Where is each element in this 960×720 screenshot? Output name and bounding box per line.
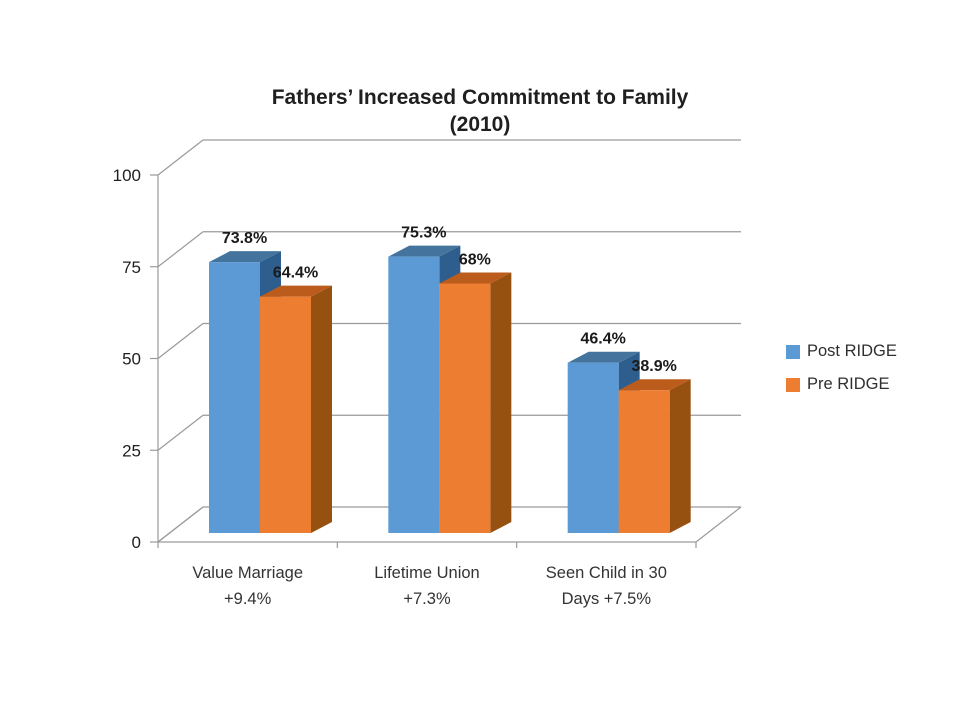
category-label-0-line2: +9.4%	[224, 590, 272, 608]
bar-pre-ridge-0-top	[260, 285, 332, 297]
chart-title: Fathers’ Increased Commitment to Family …	[10, 84, 950, 138]
legend-swatch-pre-ridge-icon	[786, 377, 800, 392]
data-label-pre-ridge-0: 64.4%	[273, 265, 318, 282]
bar-pre-ridge-0-front	[260, 296, 311, 533]
value-axis-label-100: 100	[113, 166, 141, 185]
value-axis-label-75: 75	[122, 258, 141, 277]
bar-pre-ridge-0-side	[311, 285, 332, 533]
bar-post-ridge-0-top	[209, 251, 281, 263]
data-label-post-ridge-1: 75.3%	[401, 225, 446, 242]
bar-pre-ridge-2-side	[669, 379, 691, 533]
bar-post-ridge-2-front	[567, 362, 619, 533]
legend-item-post-ridge: Post RIDGE	[786, 342, 897, 361]
category-label-1-line2: +7.3%	[403, 590, 451, 608]
value-axis-label-25: 25	[122, 441, 141, 460]
bar-pre-ridge-2-front	[618, 390, 670, 533]
gridline-depth-50	[157, 323, 204, 359]
legend-label-post-ridge: Post RIDGE	[807, 342, 897, 360]
legend-item-pre-ridge: Pre RIDGE	[786, 375, 897, 394]
data-label-pre-ridge-1: 68%	[459, 251, 491, 268]
bar-post-ridge-0-front	[209, 262, 260, 533]
bar-pre-ridge-1-front	[439, 283, 491, 533]
category-label-2-line2: Days +7.5%	[562, 590, 652, 608]
gridline-depth-100	[157, 139, 204, 176]
data-label-post-ridge-0: 73.8%	[222, 230, 267, 247]
data-label-pre-ridge-2: 38.9%	[631, 358, 676, 375]
legend-label-pre-ridge: Pre RIDGE	[807, 375, 890, 393]
chart-title-line2: (2010)	[449, 113, 511, 136]
category-label-0-line1: Value Marriage	[192, 564, 303, 582]
legend: Post RIDGE Pre RIDGE	[786, 342, 897, 408]
gridline-depth-75	[157, 231, 204, 268]
bar-pre-ridge-1-top	[439, 272, 512, 284]
category-label-1-line1: Lifetime Union	[374, 564, 479, 582]
data-label-post-ridge-2: 46.4%	[580, 331, 625, 348]
bar-post-ridge-1-top	[388, 245, 461, 257]
bar-pre-ridge-1-side	[490, 272, 512, 533]
value-axis-label-50: 50	[122, 350, 141, 369]
floor-right-edge	[695, 506, 742, 543]
floor-left-edge	[157, 506, 204, 543]
category-label-2-line1: Seen Child in 30	[546, 564, 667, 582]
value-axis-label-0: 0	[132, 533, 141, 552]
bar-post-ridge-1-front	[388, 256, 440, 533]
legend-swatch-post-ridge-icon	[786, 344, 800, 359]
chart-title-line1: Fathers’ Increased Commitment to Family	[271, 86, 689, 109]
bar-pre-ridge-2-top	[618, 379, 691, 391]
gridline-depth-25	[157, 414, 204, 451]
bar-post-ridge-2-top	[567, 351, 640, 363]
